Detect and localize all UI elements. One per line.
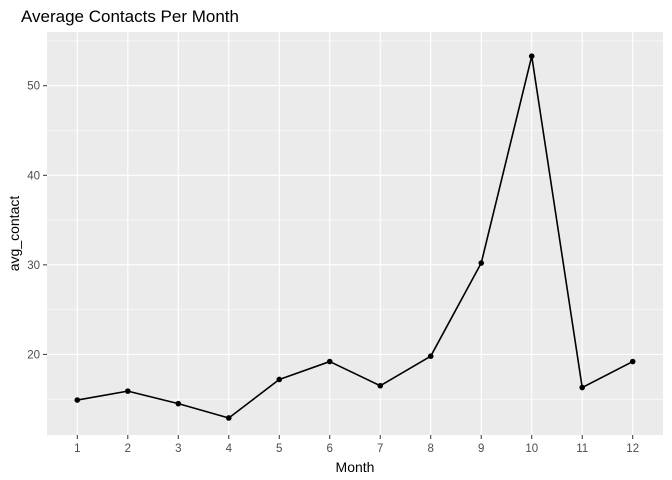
x-tick-label: 2 [125,443,131,455]
data-point [326,358,333,365]
plot-panel [47,32,663,435]
x-tick-label: 7 [377,443,383,455]
y-tick-label: 30 [27,260,40,272]
data-point [276,376,283,383]
data-point [629,358,636,365]
x-tick-label: 5 [276,443,282,455]
x-tick-label: 11 [576,443,588,455]
series-layer [74,53,636,421]
y-axis-title: avg_contact [6,196,22,272]
data-point [427,353,434,359]
data-point [478,260,485,266]
data-point [74,397,81,403]
chart-title: Average Contacts Per Month [21,7,239,26]
y-tick-label: 40 [27,170,40,182]
y-tick-label: 50 [27,81,40,93]
x-tick-label: 1 [74,443,80,455]
x-tick-label: 8 [428,443,434,455]
data-point [124,388,131,394]
y-tick-label: 20 [27,349,40,361]
data-point [225,415,232,421]
x-tick-label: 3 [175,443,181,455]
x-tick-label: 4 [226,443,233,455]
data-point [579,384,586,391]
series-line [77,55,634,419]
x-tick-label: 10 [525,443,538,455]
x-tick-label: 12 [626,443,639,455]
data-point [175,400,182,407]
data-point [528,53,535,59]
x-axis-title: Month [336,459,375,475]
data-point [377,382,384,389]
major-gridlines [47,32,663,435]
minor-gridlines [47,40,663,400]
x-tick-label: 6 [327,443,333,455]
x-tick-label: 9 [478,443,484,455]
